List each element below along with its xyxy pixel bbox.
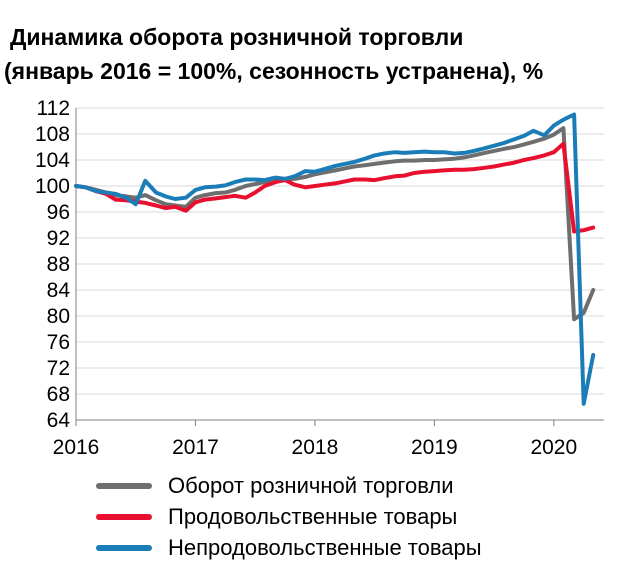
- y-tick-label: 80: [47, 305, 70, 328]
- legend-item-nonfood: Непродовольственные товары: [96, 532, 482, 563]
- y-tick-label: 76: [47, 331, 70, 354]
- series-line-total: [74, 126, 596, 322]
- y-tick-label: 68: [47, 383, 70, 406]
- grid: [76, 107, 604, 421]
- legend-swatch-total: [96, 482, 152, 489]
- y-tick-label: 64: [47, 409, 71, 432]
- legend-label-total: Оборот розничной торговли: [168, 472, 454, 498]
- y-tick-label: 88: [47, 253, 70, 276]
- legend-item-food: Продовольственные товары: [96, 501, 482, 532]
- y-tick-label: 100: [35, 175, 70, 198]
- legend-swatch-food: [96, 513, 152, 520]
- legend-item-total: Оборот розничной торговли: [96, 470, 482, 501]
- y-tick-label: 92: [47, 227, 70, 250]
- y-tick-label: 104: [35, 149, 70, 172]
- x-tick-label: 2017: [172, 436, 219, 459]
- x-tick-label: 2019: [411, 436, 458, 459]
- legend-label-nonfood: Непродовольственные товары: [168, 534, 482, 560]
- y-tick-label: 96: [47, 201, 70, 224]
- y-tick-label: 72: [47, 357, 70, 380]
- y-axis: 112 108 104 100 96 92 88 84 80 76 72 68 64: [35, 97, 77, 432]
- legend: Оборот розничной торговли Продовольствен…: [96, 470, 482, 563]
- series-lines: [74, 112, 596, 406]
- x-tick-label: 2016: [53, 436, 100, 459]
- y-tick-label: 112: [37, 97, 70, 120]
- series-line-food: [74, 141, 596, 234]
- legend-swatch-nonfood: [96, 544, 152, 551]
- x-tick-label: 2020: [530, 436, 577, 459]
- x-tick-label: 2018: [292, 436, 339, 459]
- chart-title: Динамика оборота розничной торговли: [10, 24, 464, 50]
- x-axis: 2016 2017 2018 2019 2020: [53, 419, 604, 459]
- legend-label-food: Продовольственные товары: [168, 503, 458, 529]
- chart-subtitle: (январь 2016 = 100%, сезонность устранен…: [4, 58, 544, 84]
- series-line-nonfood: [74, 112, 596, 406]
- y-tick-label: 84: [47, 279, 71, 302]
- y-tick-label: 108: [35, 123, 70, 146]
